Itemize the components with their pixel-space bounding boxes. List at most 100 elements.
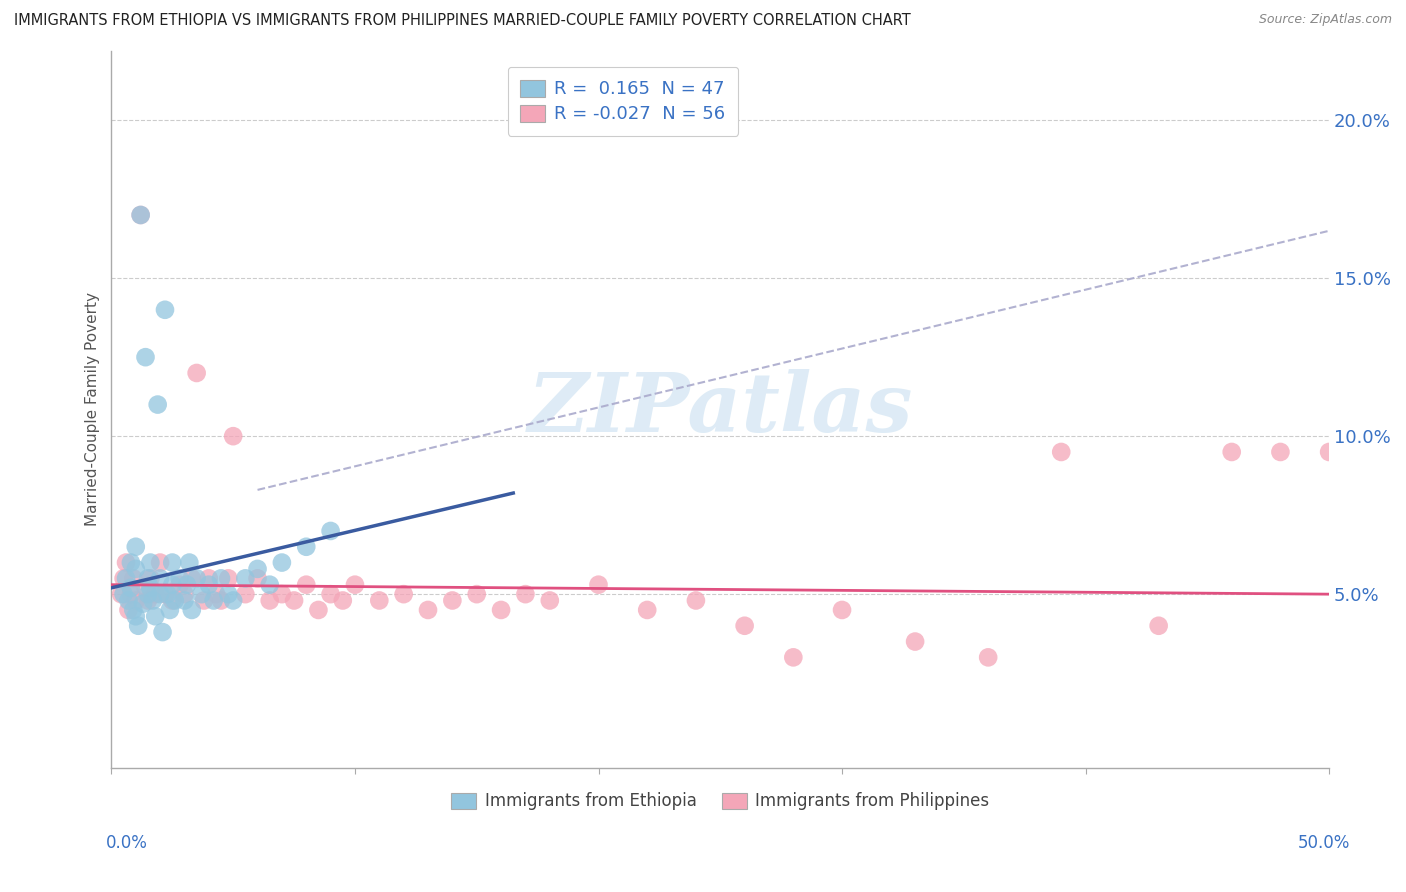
Point — [1270, 445, 1292, 459]
Point — [209, 593, 232, 607]
Text: 0.0%: 0.0% — [105, 834, 148, 852]
Point — [129, 208, 152, 222]
Point — [259, 593, 281, 607]
Point — [205, 587, 228, 601]
Point — [392, 587, 415, 601]
Text: Source: ZipAtlas.com: Source: ZipAtlas.com — [1258, 13, 1392, 27]
Point — [270, 556, 292, 570]
Point — [977, 650, 1000, 665]
Point — [125, 562, 148, 576]
Point — [115, 556, 138, 570]
Point — [117, 603, 139, 617]
Text: 50.0%: 50.0% — [1298, 834, 1350, 852]
Point — [143, 587, 166, 601]
Point — [538, 593, 561, 607]
Point — [515, 587, 537, 601]
Y-axis label: Married-Couple Family Poverty: Married-Couple Family Poverty — [86, 293, 100, 526]
Point — [217, 587, 239, 601]
Point — [636, 603, 658, 617]
Point — [142, 593, 165, 607]
Point — [149, 587, 172, 601]
Point — [125, 593, 148, 607]
Point — [295, 540, 318, 554]
Point — [127, 619, 149, 633]
Point — [120, 556, 142, 570]
Point — [112, 587, 135, 601]
Point — [782, 650, 804, 665]
Text: IMMIGRANTS FROM ETHIOPIA VS IMMIGRANTS FROM PHILIPPINES MARRIED-COUPLE FAMILY PO: IMMIGRANTS FROM ETHIOPIA VS IMMIGRANTS F… — [14, 13, 911, 29]
Point — [235, 571, 257, 585]
Point — [132, 597, 155, 611]
Point — [149, 556, 172, 570]
Point — [193, 593, 215, 607]
Point — [139, 556, 162, 570]
Point — [120, 587, 142, 601]
Point — [198, 571, 221, 585]
Point — [332, 593, 354, 607]
Point — [180, 571, 202, 585]
Point — [1317, 445, 1340, 459]
Point — [139, 581, 162, 595]
Point — [122, 603, 145, 617]
Point — [143, 609, 166, 624]
Point — [416, 603, 439, 617]
Point — [136, 593, 159, 607]
Point — [122, 571, 145, 585]
Point — [179, 556, 201, 570]
Point — [904, 634, 927, 648]
Point — [441, 593, 464, 607]
Point — [202, 593, 225, 607]
Point — [343, 577, 366, 591]
Point — [1220, 445, 1243, 459]
Text: ZIPatlas: ZIPatlas — [527, 369, 912, 450]
Point — [588, 577, 610, 591]
Point — [125, 609, 148, 624]
Point — [136, 587, 159, 601]
Point — [368, 593, 391, 607]
Point — [283, 593, 305, 607]
Point — [163, 593, 186, 607]
Point — [162, 577, 184, 591]
Point — [270, 587, 292, 601]
Point — [159, 603, 181, 617]
Point — [169, 571, 191, 585]
Point — [136, 571, 159, 585]
Point — [259, 577, 281, 591]
Point — [112, 571, 135, 585]
Point — [246, 562, 269, 576]
Point — [235, 587, 257, 601]
Point — [153, 302, 176, 317]
Point — [173, 593, 195, 607]
Point — [319, 524, 342, 538]
Point — [180, 603, 202, 617]
Point — [319, 587, 342, 601]
Point — [831, 603, 853, 617]
Point — [162, 556, 184, 570]
Point — [115, 571, 138, 585]
Point — [217, 571, 239, 585]
Point — [156, 587, 179, 601]
Point — [153, 587, 176, 601]
Point — [134, 350, 156, 364]
Point — [222, 429, 245, 443]
Legend: Immigrants from Ethiopia, Immigrants from Philippines: Immigrants from Ethiopia, Immigrants fro… — [444, 786, 995, 817]
Point — [198, 577, 221, 591]
Point — [125, 540, 148, 554]
Point — [120, 581, 142, 595]
Point — [134, 581, 156, 595]
Point — [246, 571, 269, 585]
Point — [734, 619, 756, 633]
Point — [307, 603, 329, 617]
Point — [209, 571, 232, 585]
Point — [1147, 619, 1170, 633]
Point — [110, 587, 132, 601]
Point — [173, 587, 195, 601]
Point — [186, 366, 208, 380]
Point — [186, 571, 208, 585]
Point — [190, 587, 212, 601]
Point — [489, 603, 512, 617]
Point — [222, 593, 245, 607]
Point — [149, 571, 172, 585]
Point — [465, 587, 488, 601]
Point — [685, 593, 707, 607]
